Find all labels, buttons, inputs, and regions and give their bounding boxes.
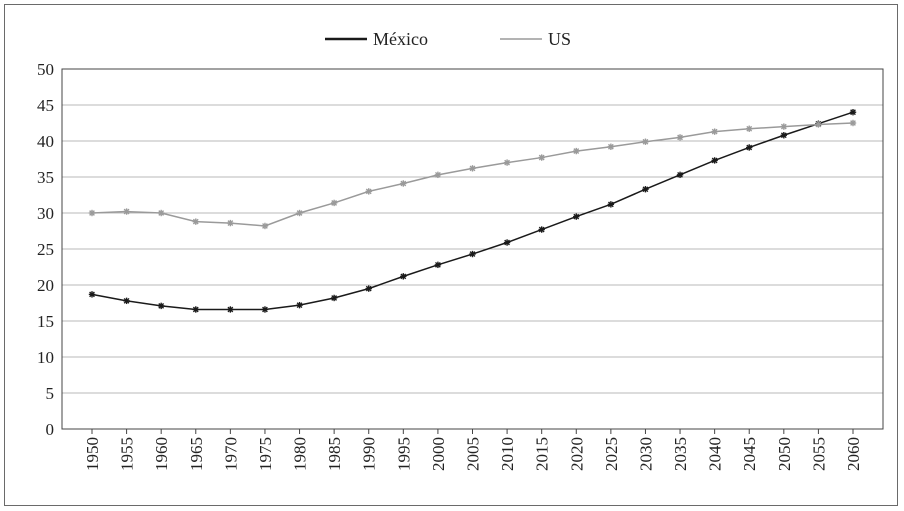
data-point-m-xico-2015 bbox=[538, 226, 545, 233]
data-point-m-xico-1955 bbox=[123, 297, 130, 305]
x-tick-label-2045: 2045 bbox=[740, 437, 759, 471]
data-point-us-2015 bbox=[538, 154, 545, 161]
x-tick-label-2040: 2040 bbox=[706, 437, 725, 471]
data-point-us-2060 bbox=[849, 119, 857, 127]
data-point-us-1960 bbox=[157, 209, 165, 217]
data-point-us-1965 bbox=[192, 218, 199, 225]
x-tick-label-2030: 2030 bbox=[636, 437, 655, 471]
data-point-m-xico-2030 bbox=[642, 186, 649, 193]
data-point-m-xico-1965 bbox=[192, 306, 199, 313]
x-tick-label-2000: 2000 bbox=[429, 437, 448, 471]
x-tick-label-2050: 2050 bbox=[775, 437, 794, 471]
data-point-us-1995 bbox=[400, 180, 407, 187]
series-line-us bbox=[91, 122, 854, 227]
x-tick-label-1990: 1990 bbox=[360, 437, 379, 471]
data-point-us-2000 bbox=[434, 171, 442, 179]
x-tick-label-2010: 2010 bbox=[498, 437, 517, 471]
y-tick-label-50: 50 bbox=[37, 60, 54, 79]
x-tick-label-1955: 1955 bbox=[118, 437, 137, 471]
x-tick-label-1995: 1995 bbox=[394, 437, 413, 471]
data-point-m-xico-2035 bbox=[676, 171, 684, 179]
x-tick-label-1980: 1980 bbox=[291, 437, 310, 471]
x-tick-label-1960: 1960 bbox=[152, 437, 171, 471]
data-point-us-1975 bbox=[261, 222, 269, 230]
x-tick-label-2005: 2005 bbox=[464, 437, 483, 471]
data-point-m-xico-1950 bbox=[88, 291, 96, 298]
y-tick-label-30: 30 bbox=[37, 204, 54, 223]
data-point-us-2055 bbox=[815, 121, 822, 128]
x-tick-label-2055: 2055 bbox=[809, 437, 828, 471]
y-tick-label-40: 40 bbox=[37, 132, 54, 151]
data-point-us-2020 bbox=[573, 147, 580, 155]
data-point-m-xico-1980 bbox=[296, 301, 303, 309]
x-tick-label-2025: 2025 bbox=[602, 437, 621, 471]
data-point-us-1990 bbox=[365, 188, 372, 195]
data-point-m-xico-2010 bbox=[503, 239, 511, 246]
data-point-m-xico-1970 bbox=[227, 306, 234, 313]
x-tick-label-1965: 1965 bbox=[187, 437, 206, 471]
chart-frame: México US 0 5 10 15 20 25 30 35 40 45 50 1950 1955 19… bbox=[4, 4, 898, 506]
data-point-us-2030 bbox=[642, 138, 649, 145]
gridlines bbox=[62, 104, 883, 394]
data-point-m-xico-2005 bbox=[469, 250, 476, 258]
data-point-us-1955 bbox=[123, 208, 130, 215]
x-tick-label-1975: 1975 bbox=[256, 437, 275, 471]
series-group bbox=[88, 109, 857, 313]
data-point-m-xico-1995 bbox=[400, 273, 407, 280]
data-point-m-xico-2045 bbox=[746, 144, 753, 151]
data-point-m-xico-2025 bbox=[607, 201, 615, 208]
y-tick-label-5: 5 bbox=[46, 384, 55, 403]
data-point-m-xico-1960 bbox=[157, 302, 165, 310]
y-tick-label-10: 10 bbox=[37, 348, 54, 367]
y-tick-label-25: 25 bbox=[37, 240, 54, 259]
y-tick-label-35: 35 bbox=[37, 168, 54, 187]
data-point-us-2040 bbox=[711, 128, 718, 135]
data-point-us-1985 bbox=[330, 199, 338, 207]
legend-label-us: US bbox=[548, 29, 571, 49]
data-point-us-1970 bbox=[227, 219, 234, 227]
data-point-m-xico-1975 bbox=[261, 306, 269, 313]
data-point-m-xico-2000 bbox=[434, 261, 442, 269]
plot-area bbox=[61, 68, 884, 430]
data-point-us-1980 bbox=[296, 209, 303, 217]
data-point-us-2025 bbox=[607, 143, 615, 150]
data-point-us-2045 bbox=[746, 125, 753, 132]
data-point-m-xico-1990 bbox=[365, 285, 372, 292]
data-point-us-2010 bbox=[503, 159, 511, 166]
y-tick-label-0: 0 bbox=[46, 420, 55, 439]
series-line-m-xico bbox=[91, 111, 854, 311]
data-point-us-2035 bbox=[676, 134, 684, 141]
x-tick-label-2015: 2015 bbox=[533, 437, 552, 471]
legend-label-m-xico: México bbox=[373, 29, 428, 49]
x-tick-label-1985: 1985 bbox=[325, 437, 344, 471]
y-tick-label-15: 15 bbox=[37, 312, 54, 331]
data-point-m-xico-2060 bbox=[849, 109, 857, 116]
data-point-m-xico-2050 bbox=[780, 132, 788, 139]
x-tick-label-1950: 1950 bbox=[83, 437, 102, 471]
y-tick-label-45: 45 bbox=[37, 96, 54, 115]
x-tick-label-2035: 2035 bbox=[671, 437, 690, 471]
data-point-us-1950 bbox=[88, 209, 96, 217]
x-tick-label-2020: 2020 bbox=[567, 437, 586, 471]
x-tick-label-1970: 1970 bbox=[221, 437, 240, 471]
data-point-m-xico-2040 bbox=[711, 157, 718, 164]
data-point-m-xico-1985 bbox=[330, 294, 338, 302]
y-tick-label-20: 20 bbox=[37, 276, 54, 295]
x-tick-label-2060: 2060 bbox=[844, 437, 863, 471]
y-axis-ticks: 0 5 10 15 20 25 30 35 40 45 50 bbox=[37, 60, 54, 439]
data-point-us-2005 bbox=[469, 165, 476, 172]
data-point-us-2050 bbox=[780, 123, 788, 130]
legend: México US bbox=[325, 29, 571, 49]
x-axis-ticks: 1950 1955 1960 1965 1970 1975 1980 1985 1990 1995… bbox=[83, 429, 863, 471]
data-point-m-xico-2020 bbox=[573, 213, 580, 220]
